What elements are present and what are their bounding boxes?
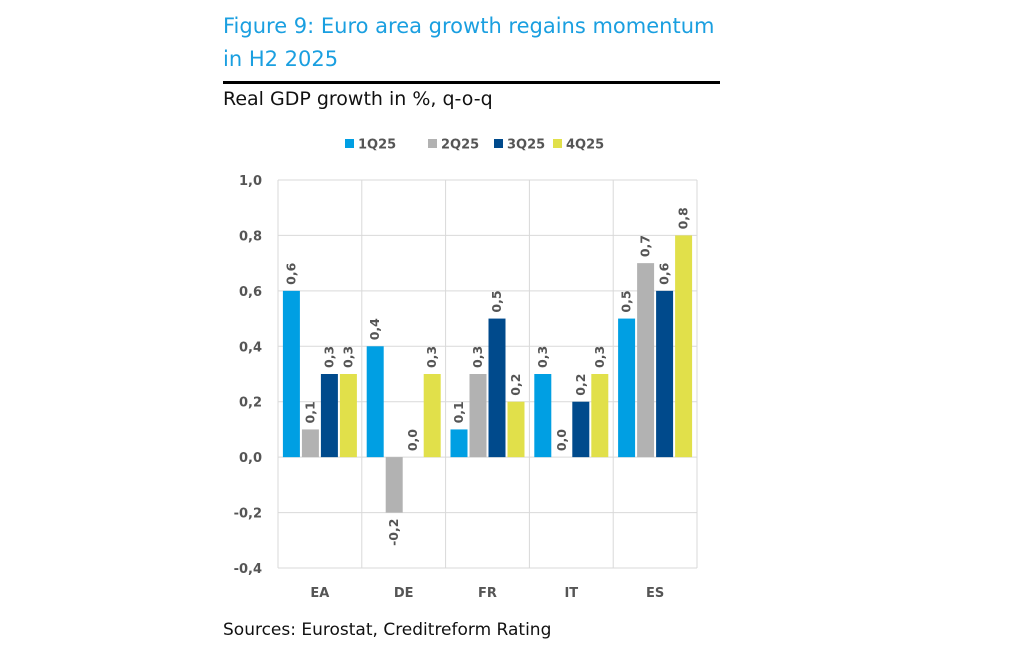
y-tick-label: -0,2 <box>234 507 262 522</box>
bar-ea-1q25 <box>282 290 300 458</box>
y-axis: -0,4 -0,2 0,0 0,2 0,4 0,6 0,8 1,0 <box>234 174 262 577</box>
data-label: -0,2 <box>386 519 401 546</box>
data-label: 0,1 <box>451 401 466 423</box>
data-label: 0,3 <box>535 346 550 368</box>
bar-fr-2q25 <box>469 374 487 458</box>
legend-swatch-1q25 <box>345 139 354 148</box>
y-tick-label: 1,0 <box>239 174 262 189</box>
bar-es-3q25 <box>656 290 674 458</box>
bar-fr-3q25 <box>488 318 506 458</box>
bar-fr-1q25 <box>450 429 468 458</box>
legend-label-2q25: 2Q25 <box>441 138 479 153</box>
x-axis: EA DE FR IT ES <box>310 586 664 601</box>
legend-swatch-4q25 <box>553 139 562 148</box>
bar-es-2q25 <box>637 263 655 458</box>
data-label: 0,3 <box>340 346 355 368</box>
y-tick-label: 0,2 <box>239 396 262 411</box>
data-label: 0,0 <box>554 429 569 451</box>
data-label: 0,8 <box>676 207 691 229</box>
figure-title: Figure 9: Euro area growth regains momen… <box>223 10 723 76</box>
x-tick-label: EA <box>310 586 329 601</box>
source-note: Sources: Eurostat, Creditreform Rating <box>223 620 552 640</box>
data-label: 0,2 <box>508 374 523 396</box>
data-label: 0,3 <box>424 346 439 368</box>
y-tick-label: 0,4 <box>239 340 262 355</box>
data-label: 0,7 <box>638 235 653 257</box>
figure-title-line1: Figure 9: Euro area growth regains momen… <box>223 14 715 38</box>
x-tick-label: DE <box>394 586 414 601</box>
bar-ea-3q25 <box>320 374 338 458</box>
legend-label-4q25: 4Q25 <box>566 138 604 153</box>
data-label: 0,2 <box>573 374 588 396</box>
data-labels: 0,6 0,1 0,3 0,3 0,4 -0,2 0,0 0,3 0,1 0,3 0,5 0,2 0,3… <box>283 207 690 546</box>
bar-fr-4q25 <box>507 401 525 458</box>
legend-label-1q25: 1Q25 <box>358 138 396 153</box>
bars <box>282 235 693 513</box>
bar-de-1q25 <box>366 346 384 458</box>
y-tick-label: 0,0 <box>239 451 262 466</box>
data-label: 0,6 <box>283 262 298 284</box>
title-divider <box>223 81 720 84</box>
bar-es-1q25 <box>618 318 636 458</box>
data-label: 0,5 <box>489 290 504 312</box>
bar-it-3q25 <box>572 401 590 458</box>
bar-it-4q25 <box>591 374 609 458</box>
bar-it-1q25 <box>534 374 552 458</box>
legend-swatch-3q25 <box>494 139 503 148</box>
bar-es-4q25 <box>675 235 693 458</box>
x-tick-label: FR <box>478 586 497 601</box>
data-label: 0,4 <box>367 318 382 340</box>
legend-label-3q25: 3Q25 <box>507 138 545 153</box>
data-label: 0,3 <box>592 346 607 368</box>
bar-de-2q25 <box>385 457 403 513</box>
legend-swatch-2q25 <box>428 139 437 148</box>
legend: 1Q25 2Q25 3Q25 4Q25 <box>345 138 604 153</box>
data-label: 0,0 <box>405 429 420 451</box>
x-tick-label: ES <box>646 586 664 601</box>
data-label: 0,5 <box>619 290 634 312</box>
data-label: 0,3 <box>321 346 336 368</box>
data-label: 0,3 <box>470 346 485 368</box>
data-label: 0,1 <box>302 401 317 423</box>
y-tick-label: -0,4 <box>234 562 262 577</box>
bar-ea-4q25 <box>339 374 357 458</box>
x-tick-label: IT <box>564 586 578 601</box>
y-tick-label: 0,8 <box>239 229 262 244</box>
figure-title-line2: in H2 2025 <box>223 47 339 71</box>
y-tick-label: 0,6 <box>239 285 262 300</box>
data-label: 0,6 <box>657 262 672 284</box>
bar-de-4q25 <box>423 374 441 458</box>
chart-subtitle: Real GDP growth in %, q-o-q <box>223 88 493 110</box>
bar-ea-2q25 <box>301 429 319 458</box>
